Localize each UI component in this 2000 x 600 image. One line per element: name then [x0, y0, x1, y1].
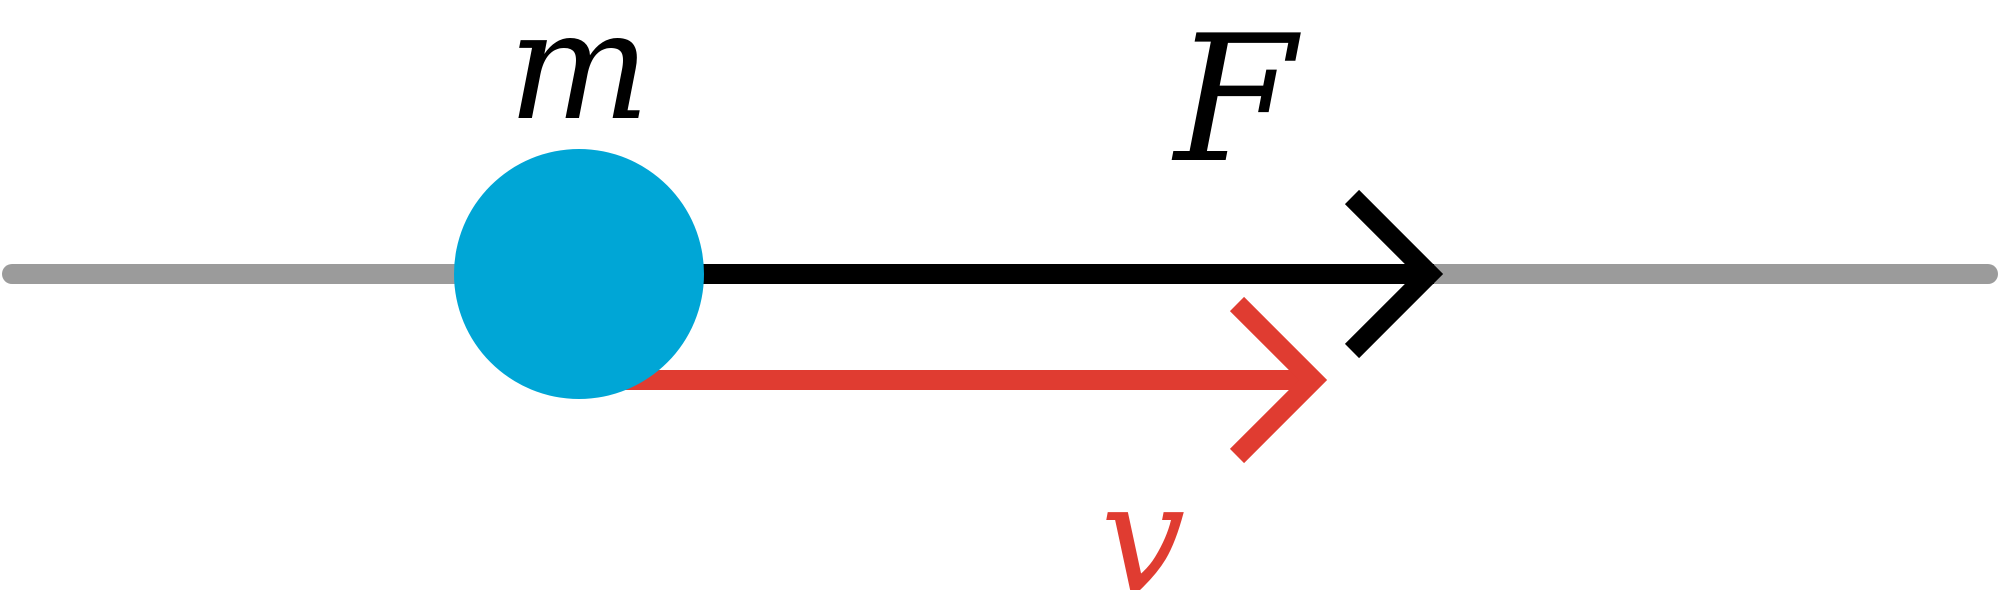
force-arrow [580, 189, 1444, 359]
velocity-arrow [580, 296, 1328, 464]
mass-label: m [508, 0, 650, 154]
force-label: F [1171, 0, 1301, 202]
velocity-arrow-head [1229, 296, 1328, 464]
velocity-label: v [1101, 452, 1186, 600]
force-arrow-head [1344, 189, 1444, 359]
mass-ball [454, 149, 704, 399]
